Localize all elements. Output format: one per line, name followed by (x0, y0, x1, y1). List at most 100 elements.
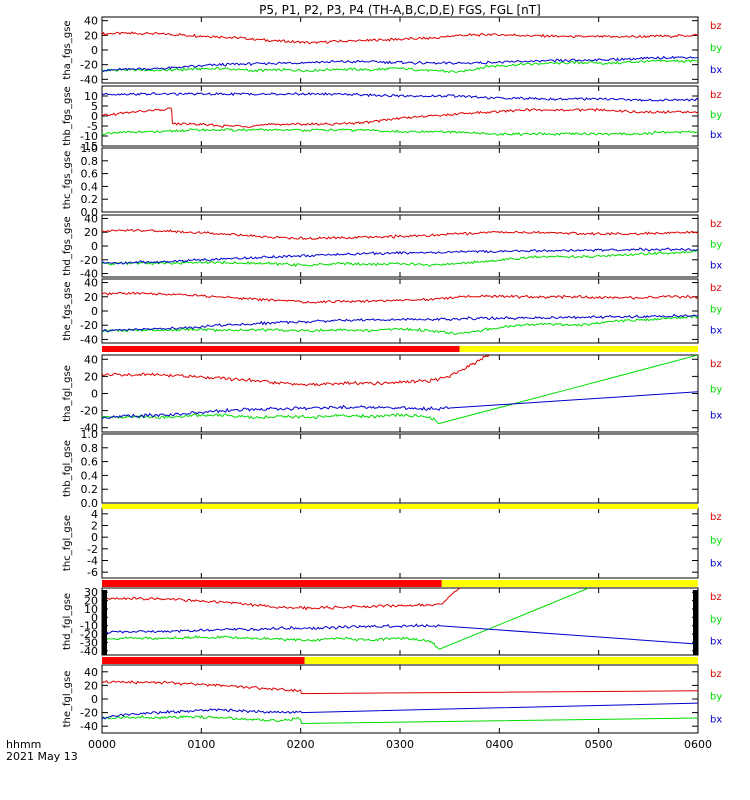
legend-by: by (710, 614, 722, 625)
series-line-by (102, 249, 698, 268)
y-axis-label: the_fgs_gse (62, 281, 73, 340)
legend-by: by (710, 43, 722, 54)
y-tick-label: 0 (91, 388, 98, 401)
legend-by: by (710, 692, 722, 703)
x-tick-label: 0100 (187, 738, 215, 751)
panel-frame (101, 664, 699, 734)
y-tick-label: 20 (84, 29, 98, 42)
y-tick-label: 0.8 (81, 442, 99, 455)
series-line-bx (102, 91, 698, 102)
y-tick-label: 40 (84, 15, 98, 28)
panel-thb_fgl_gse: 1.00.80.60.40.20.0 thb_fgl_gse (62, 428, 699, 510)
panel-frame (101, 278, 699, 344)
x-tick-label: 0500 (585, 738, 613, 751)
x-tick-label: 0200 (287, 738, 315, 751)
y-tick-label: 0 (91, 611, 98, 624)
y-tick-label: -20 (80, 707, 98, 720)
series-line-by (102, 714, 698, 725)
y-tick-label: 20 (84, 226, 98, 239)
panel-frame (101, 587, 699, 656)
y-tick-label: 1.0 (81, 142, 99, 155)
legend-by: by (710, 240, 722, 251)
y-axis-label: thb_fgl_gse (62, 440, 73, 497)
x-tick-label: 0300 (386, 738, 414, 751)
flag-segment (102, 504, 698, 509)
y-axis-label: the_fgl_gse (62, 671, 73, 728)
y-axis-label: tha_fgl_gse (62, 365, 73, 422)
x-tick-label: 0600 (684, 738, 712, 751)
legend-by: by (710, 535, 722, 546)
series-line-bx (102, 55, 698, 72)
y-tick-label: 0 (91, 531, 98, 544)
panel-thc_fgs_gse: 1.00.80.60.40.20.0 thc_fgs_gse (62, 142, 699, 219)
legend-bz: bz (710, 283, 722, 294)
series-line-by (102, 314, 698, 335)
series-line-by (102, 128, 698, 137)
y-tick-label: -10 (80, 130, 98, 143)
y-tick-label: -40 (80, 645, 98, 658)
legend-bx: bx (710, 714, 722, 725)
y-tick-label: 2 (91, 520, 98, 533)
y-tick-label: -5 (87, 120, 98, 133)
y-tick-label: -40 (80, 73, 98, 86)
series-line-bx (102, 623, 698, 645)
series-line-bz (102, 107, 698, 128)
legend-bz: bz (710, 219, 722, 230)
legend-bz: bz (710, 359, 722, 370)
legend-bx: bx (710, 326, 722, 337)
y-tick-label: 0.4 (81, 180, 99, 193)
legend-by: by (710, 304, 722, 315)
y-tick-label: -10 (80, 620, 98, 633)
y-axis-label: thb_fgs_gse (62, 86, 73, 145)
series-line-bx (102, 702, 698, 720)
legend-bz: bz (710, 592, 722, 603)
legend-by: by (710, 385, 722, 396)
legend-bz: bz (710, 512, 722, 523)
legend-bx: bx (710, 260, 722, 271)
y-tick-label: 0.0 (81, 206, 99, 219)
y-tick-label: -40 (80, 720, 98, 733)
series-line-bz (102, 588, 460, 611)
y-tick-label: -20 (80, 405, 98, 418)
y-axis-label: thd_fgs_gse (62, 216, 73, 275)
y-tick-label: 10 (84, 603, 98, 616)
y-tick-label: 0.0 (81, 497, 99, 510)
series-line-bz (102, 291, 698, 304)
y-axis-label: thc_fgs_gse (62, 151, 73, 210)
panel-frame (101, 147, 699, 213)
y-tick-label: -40 (80, 333, 98, 346)
legend-bx: bx (710, 637, 722, 648)
series-line-bx (102, 313, 698, 332)
y-tick-label: -20 (80, 59, 98, 72)
x-tick-label: 0000 (88, 738, 116, 751)
flag-segment (102, 657, 305, 664)
series-line-bz (102, 228, 698, 241)
series-line-by (102, 59, 698, 74)
y-axis-label: thc_fgl_gse (62, 515, 73, 571)
legend-bx: bx (710, 559, 722, 570)
y-tick-label: -40 (80, 422, 98, 435)
y-tick-label: 1.0 (81, 428, 99, 441)
y-tick-label: 0.6 (81, 168, 99, 181)
x-tick-label: 0400 (485, 738, 513, 751)
y-tick-label: -20 (80, 628, 98, 641)
legend-bz: bz (710, 21, 722, 32)
panel-frame (101, 507, 699, 579)
y-tick-label: -30 (80, 636, 98, 649)
legend-bz: bz (710, 669, 722, 680)
x-axis: 0000 0100 0200 0300 0400 0500 0600 (88, 738, 712, 751)
y-tick-label: -20 (80, 319, 98, 332)
y-tick-label: 4 (91, 508, 98, 521)
panel-tha_fgl_gse: 40 20 0 -20 -40 tha_fgl_gse bz by bx (62, 353, 722, 434)
y-tick-label: -20 (80, 254, 98, 267)
panel-frame (101, 214, 699, 278)
y-tick-label: -4 (87, 555, 98, 568)
panel-thc_fgl_gse: 420-2-4-6 thc_fgl_gse bz by bx (62, 507, 722, 579)
y-tick-label: 0 (91, 44, 98, 57)
flag-marker-left (102, 590, 107, 655)
